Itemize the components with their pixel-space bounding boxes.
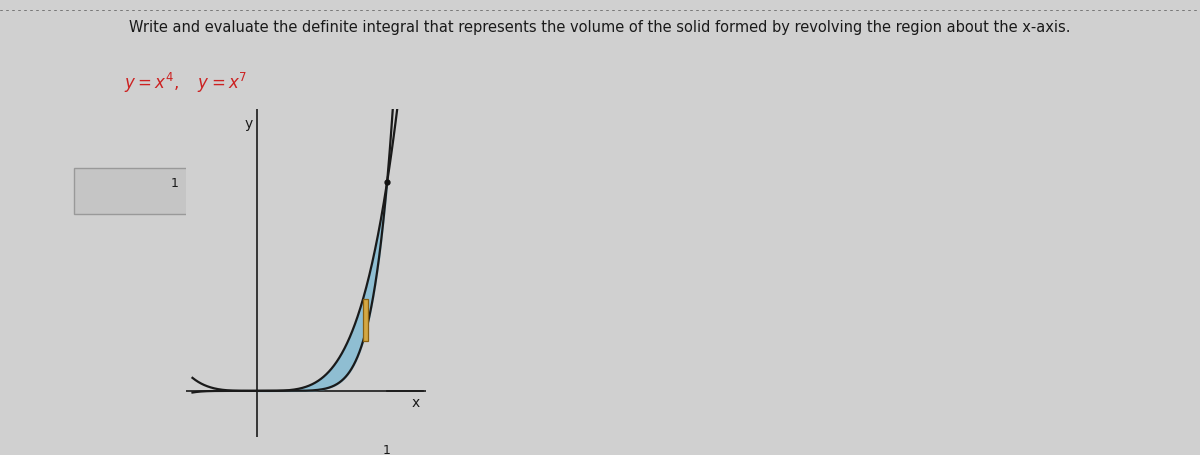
- Text: x: x: [412, 396, 420, 410]
- Bar: [364, 299, 367, 341]
- Text: Write and evaluate the definite integral that represents the volume of the solid: Write and evaluate the definite integral…: [130, 20, 1070, 35]
- Text: $y = x^4, \quad y = x^7$: $y = x^4, \quad y = x^7$: [125, 71, 247, 95]
- Bar: [74, 168, 200, 214]
- Text: y: y: [244, 117, 252, 131]
